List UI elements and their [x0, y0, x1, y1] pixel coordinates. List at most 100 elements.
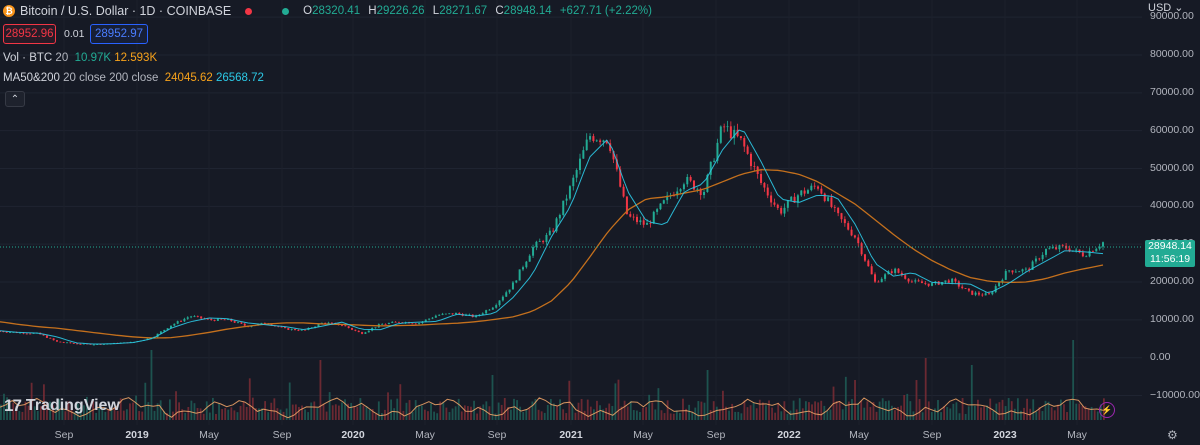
volume-bar: [132, 402, 134, 420]
volume-bar: [516, 400, 518, 420]
candle-body: [501, 296, 504, 301]
volume-indicator-legend[interactable]: Vol · BTC 20 10.97K 12.593K: [3, 52, 157, 64]
chart-grid: [0, 16, 1142, 397]
candle-body: [394, 321, 397, 323]
volume-bar: [559, 399, 561, 420]
candle-body: [55, 340, 58, 342]
volume-bar: [43, 384, 45, 420]
volume-bar: [783, 401, 786, 420]
candle-body: [330, 322, 333, 324]
candle-body: [488, 309, 491, 311]
volume-bar: [906, 393, 909, 420]
volume-bar: [869, 407, 872, 420]
volume-bar: [162, 411, 165, 420]
volume-bar: [298, 406, 300, 420]
volume-bar: [743, 400, 746, 420]
candle-body: [719, 126, 722, 143]
candle-body: [877, 281, 880, 283]
flash-icon[interactable]: ⚡: [1099, 402, 1115, 418]
volume-bar: [344, 399, 346, 420]
volume-bar: [798, 398, 801, 420]
volume-bar: [817, 402, 820, 420]
candle-body: [166, 328, 169, 330]
ma-indicator-legend[interactable]: MA50&200 20 close 200 close 24045.62 265…: [3, 72, 264, 84]
volume-bar: [1063, 404, 1065, 420]
volume-bar: [322, 403, 325, 420]
time-axis-label: 2021: [559, 429, 583, 441]
buy-price-button[interactable]: 28952.97: [90, 24, 148, 44]
volume-bar: [851, 399, 853, 420]
volume-bar: [531, 401, 534, 420]
tradingview-logo[interactable]: 17 TradingView: [4, 396, 120, 416]
data-status-icon[interactable]: [282, 7, 290, 15]
symbol-title[interactable]: Bitcoin / U.S. Dollar · 1D · COINBASE: [20, 4, 232, 18]
candle-body: [800, 190, 803, 196]
volume-bar: [279, 409, 282, 420]
chevron-up-icon: ⌃: [10, 93, 20, 105]
volume-bar: [722, 390, 724, 420]
gear-icon[interactable]: ⚙: [1167, 428, 1178, 442]
volume-bar: [24, 401, 27, 420]
price-axis-label: −10000.00: [1150, 388, 1200, 401]
candle-body: [206, 318, 209, 320]
volume-bar: [574, 412, 577, 420]
time-axis-label: Sep: [272, 429, 292, 441]
volume-bar: [89, 409, 91, 420]
candle-body: [988, 293, 991, 295]
volume-bar: [276, 408, 279, 420]
volume-bar: [1020, 410, 1022, 420]
candle-body: [1061, 245, 1064, 247]
candle-body: [354, 329, 357, 331]
collapse-legend-button[interactable]: ⌃: [5, 91, 25, 107]
candle-body: [672, 195, 675, 197]
candle-body: [542, 241, 545, 243]
candle-body: [927, 283, 930, 286]
volume-bar: [460, 411, 463, 420]
candle-body: [991, 292, 994, 295]
candle-body: [458, 312, 461, 314]
candle-body: [884, 274, 887, 279]
volume-bar: [688, 404, 691, 420]
volume-bar: [675, 410, 678, 420]
volume-bar: [165, 413, 168, 420]
volume-bar: [672, 413, 675, 420]
volume-bar: [654, 409, 657, 420]
candle-body: [25, 333, 28, 335]
volume-bar: [1084, 406, 1087, 420]
volume-bar: [503, 398, 506, 420]
volume-bar: [494, 413, 497, 420]
volume-bar: [626, 406, 629, 420]
currency-selector[interactable]: USD ⌄: [1148, 2, 1184, 14]
candle-body: [347, 326, 350, 329]
volume-bar: [255, 408, 257, 420]
volume-bar: [804, 401, 807, 420]
candle-body: [739, 136, 742, 139]
candle-body: [414, 323, 417, 325]
volume-bar: [380, 412, 383, 420]
volume-bar: [107, 408, 110, 420]
volume-bar: [291, 404, 294, 420]
volume-bar: [159, 400, 162, 420]
candle-body: [977, 292, 980, 295]
open-value: 28320.41: [312, 5, 361, 17]
volume-bar: [765, 405, 767, 420]
candle-body: [89, 343, 92, 345]
volume-bar: [86, 396, 88, 420]
sell-price-button[interactable]: 28952.96: [3, 24, 56, 44]
candle-body: [689, 176, 692, 181]
volume-bar: [359, 398, 362, 420]
volume-bar: [218, 403, 220, 420]
volume-bar: [334, 404, 337, 420]
volume-bar: [457, 398, 460, 420]
market-status-icon[interactable]: [245, 7, 253, 15]
candle-body: [444, 313, 447, 315]
volume-bar: [927, 401, 930, 420]
candle-body: [857, 237, 860, 244]
candle-body: [568, 186, 571, 199]
volume-bar: [1059, 399, 1062, 420]
time-axis-label: May: [633, 429, 653, 441]
volume-bar: [270, 402, 273, 420]
candle-body: [994, 286, 997, 293]
volume-bar: [973, 405, 976, 420]
